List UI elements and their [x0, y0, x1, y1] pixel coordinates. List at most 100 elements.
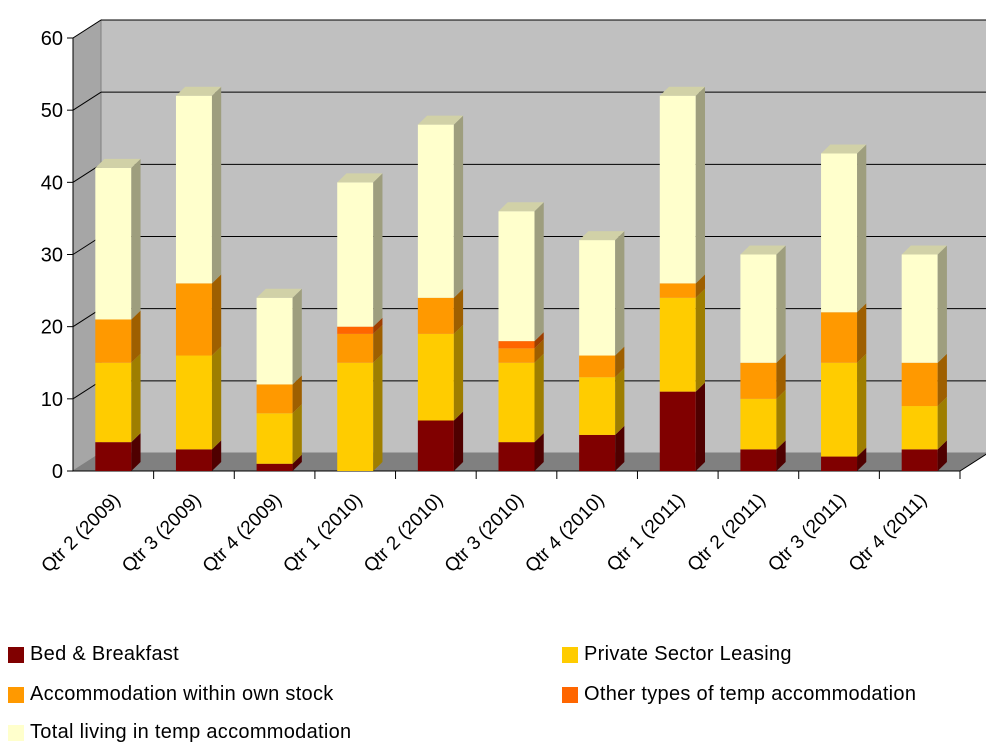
y-tick-label: 50 — [41, 100, 63, 122]
bar-side-private-sector-leasing-3 — [373, 353, 383, 471]
bar-side-total-living-in-temp-accommodation-6 — [615, 231, 625, 356]
bar-bed-breakfast-6 — [579, 434, 616, 471]
bar-top-5 — [498, 202, 544, 212]
bar-accommodation-within-own-stock-4 — [417, 297, 454, 334]
bar-side-total-living-in-temp-accommodation-7 — [695, 86, 706, 284]
bar-side-private-sector-leasing-5 — [534, 353, 544, 443]
bar-side-private-sector-leasing-1 — [211, 346, 222, 450]
bar-side-accommodation-within-own-stock-8 — [776, 353, 786, 399]
x-axis-depth — [959, 453, 986, 472]
bar-private-sector-leasing-5 — [498, 362, 535, 443]
bar-total-living-in-temp-accommodation-0 — [95, 167, 132, 320]
bar-top-10 — [901, 245, 947, 255]
bar-total-living-in-temp-accommodation-8 — [740, 254, 777, 363]
gridline-side — [72, 19, 102, 39]
bar-side-total-living-in-temp-accommodation-5 — [534, 202, 544, 342]
bar-total-living-in-temp-accommodation-3 — [337, 182, 374, 327]
y-tick-label: 20 — [41, 317, 63, 339]
bar-side-total-living-in-temp-accommodation-1 — [211, 86, 222, 284]
y-tick-label: 30 — [41, 245, 63, 267]
bar-side-bed-breakfast-2 — [292, 454, 302, 471]
bar-side-accommodation-within-own-stock-3 — [373, 324, 383, 363]
bar-other-types-of-temp-accommodation-5 — [498, 341, 535, 349]
bar-side-bed-breakfast-9 — [857, 447, 867, 471]
bar-side-accommodation-within-own-stock-1 — [211, 274, 222, 356]
bar-private-sector-leasing-3 — [337, 362, 374, 471]
bar-bed-breakfast-5 — [498, 442, 535, 471]
bar-side-other-types-of-temp-accommodation-5 — [534, 332, 544, 349]
y-tick-label: 10 — [41, 389, 63, 411]
bar-side-accommodation-within-own-stock-6 — [615, 346, 625, 378]
bar-bed-breakfast-1 — [175, 449, 212, 471]
bar-side-accommodation-within-own-stock-9 — [857, 303, 867, 363]
bar-top-6 — [579, 231, 625, 241]
bar-bed-breakfast-0 — [95, 442, 132, 471]
bar-accommodation-within-own-stock-8 — [740, 362, 777, 399]
bar-bed-breakfast-4 — [417, 420, 454, 471]
bar-top-4 — [417, 115, 464, 125]
bar-private-sector-leasing-2 — [256, 413, 293, 464]
bar-bed-breakfast-2 — [256, 463, 293, 471]
bar-total-living-in-temp-accommodation-1 — [175, 95, 212, 284]
bar-accommodation-within-own-stock-2 — [256, 384, 293, 414]
bar-total-living-in-temp-accommodation-10 — [901, 254, 938, 363]
bar-side-bed-breakfast-5 — [534, 433, 544, 471]
x-tick-label: Qtr 3 (2009) — [118, 490, 205, 577]
bar-side-private-sector-leasing-0 — [131, 353, 141, 443]
bar-side-bed-breakfast-7 — [695, 382, 706, 471]
bar-private-sector-leasing-1 — [175, 355, 212, 450]
x-tick-label: Qtr 2 (2010) — [360, 490, 447, 577]
bar-bed-breakfast-7 — [659, 391, 696, 471]
x-tick-label: Qtr 2 (2009) — [38, 490, 125, 577]
bar-side-total-living-in-temp-accommodation-9 — [857, 144, 867, 313]
bar-side-total-living-in-temp-accommodation-8 — [776, 245, 786, 363]
bar-accommodation-within-own-stock-0 — [95, 319, 132, 363]
x-tick-label: Qtr 3 (2010) — [441, 490, 528, 577]
bar-accommodation-within-own-stock-9 — [821, 312, 858, 363]
bar-total-living-in-temp-accommodation-9 — [821, 153, 858, 313]
bar-side-private-sector-leasing-9 — [857, 353, 867, 457]
y-tick-label: 40 — [41, 172, 63, 194]
bar-side-accommodation-within-own-stock-0 — [131, 310, 141, 363]
bar-total-living-in-temp-accommodation-7 — [659, 95, 696, 284]
bar-top-3 — [337, 173, 383, 183]
bar-total-living-in-temp-accommodation-5 — [498, 211, 535, 342]
bar-side-total-living-in-temp-accommodation-4 — [453, 115, 464, 298]
bar-side-bed-breakfast-10 — [937, 440, 947, 471]
bar-private-sector-leasing-9 — [821, 362, 858, 457]
bar-bed-breakfast-9 — [821, 456, 858, 471]
bar-side-total-living-in-temp-accommodation-3 — [373, 173, 383, 327]
bar-side-bed-breakfast-8 — [776, 440, 786, 471]
bar-side-private-sector-leasing-6 — [615, 368, 625, 435]
x-tick-label: Qtr 1 (2011) — [603, 490, 689, 576]
bar-bed-breakfast-8 — [740, 449, 777, 471]
bar-side-private-sector-leasing-10 — [937, 397, 947, 450]
bar-side-total-living-in-temp-accommodation-0 — [131, 158, 141, 320]
y-tick-label: 60 — [41, 28, 63, 50]
bar-accommodation-within-own-stock-10 — [901, 362, 938, 407]
bar-side-bed-breakfast-1 — [211, 440, 222, 471]
bar-side-bed-breakfast-6 — [615, 425, 625, 471]
x-tick-label: Qtr 4 (2011) — [845, 490, 931, 576]
bar-side-accommodation-within-own-stock-10 — [937, 353, 947, 407]
bar-side-accommodation-within-own-stock-2 — [292, 375, 302, 414]
bar-top-7 — [659, 86, 706, 96]
bar-side-bed-breakfast-4 — [453, 411, 464, 471]
bar-private-sector-leasing-6 — [579, 377, 616, 435]
bar-side-accommodation-within-own-stock-4 — [453, 288, 464, 334]
bar-bed-breakfast-10 — [901, 449, 938, 471]
gridline-side — [72, 91, 102, 111]
bar-private-sector-leasing-0 — [95, 362, 132, 443]
bar-side-accommodation-within-own-stock-5 — [534, 339, 544, 363]
bar-accommodation-within-own-stock-1 — [175, 283, 212, 356]
bar-accommodation-within-own-stock-3 — [337, 333, 374, 363]
bar-total-living-in-temp-accommodation-4 — [417, 124, 454, 298]
bar-side-accommodation-within-own-stock-7 — [695, 274, 706, 298]
bar-top-1 — [175, 86, 222, 96]
bar-top-8 — [740, 245, 786, 255]
bar-total-living-in-temp-accommodation-2 — [256, 297, 293, 385]
bar-private-sector-leasing-10 — [901, 406, 938, 450]
x-tick-label: Qtr 3 (2011) — [764, 490, 850, 576]
